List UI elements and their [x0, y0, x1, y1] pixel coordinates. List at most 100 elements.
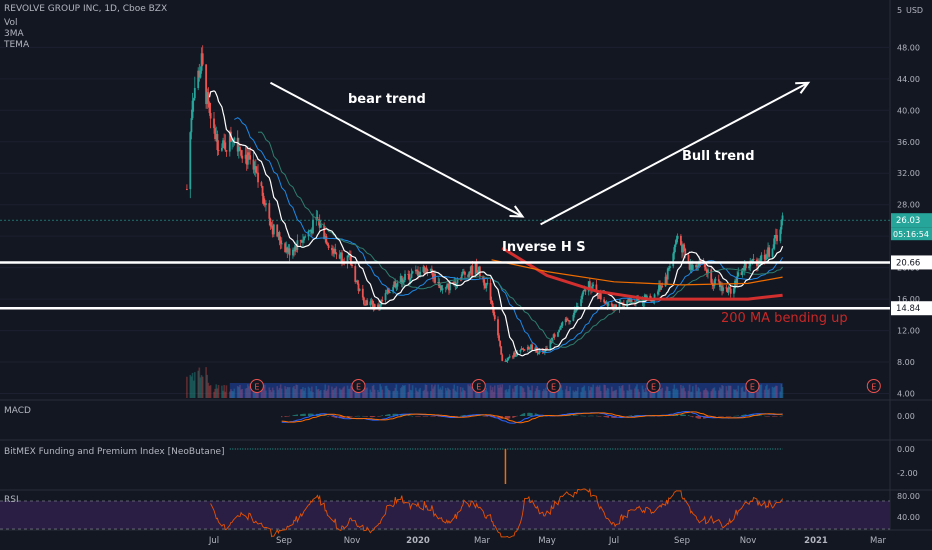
- volume-bar: [294, 388, 296, 398]
- candle-body: [703, 261, 706, 268]
- volume-bar: [260, 387, 263, 398]
- horizontal-levels[interactable]: [0, 219, 890, 310]
- volume-bar: [620, 385, 623, 398]
- volume-bar: [497, 384, 499, 398]
- price-tick-label: 8.00: [897, 358, 915, 367]
- macd-histogram-bar: [431, 416, 433, 417]
- candle-body: [512, 356, 514, 358]
- volume-bar: [567, 391, 569, 398]
- candle-body: [588, 281, 591, 290]
- macd-histogram-bar: [719, 416, 721, 417]
- price-axis[interactable]: 4.008.0012.0016.0020.0024.0028.0032.0036…: [891, 6, 932, 522]
- volume-bar: [741, 386, 744, 398]
- candle-body: [272, 224, 275, 235]
- candle-body: [493, 315, 496, 320]
- macd-histogram-bar: [692, 416, 694, 418]
- volume-bar: [646, 391, 648, 398]
- candle-body: [620, 302, 623, 304]
- volume-bar: [572, 390, 575, 398]
- macd-histogram-bar: [690, 416, 692, 417]
- volume-bar: [288, 387, 291, 398]
- candle-body: [288, 248, 291, 256]
- candle-body: [478, 266, 481, 277]
- macd-histogram-bar: [572, 415, 574, 416]
- volume-bar: [422, 391, 425, 398]
- candle-body: [767, 247, 769, 255]
- volume-bar: [680, 384, 682, 398]
- macd-histogram-bar: [591, 415, 593, 417]
- macd-histogram-bar: [588, 415, 590, 417]
- indicator-3ma-label[interactable]: 3MA: [4, 29, 24, 39]
- macd-histogram-bar: [534, 413, 536, 416]
- candle-body: [327, 245, 330, 248]
- volume-bar: [385, 385, 388, 398]
- candle-body: [603, 299, 606, 303]
- macd-histogram-bar: [460, 415, 462, 417]
- volume-bar: [551, 390, 554, 398]
- macd-histogram-bar: [687, 415, 690, 416]
- macd-histogram-bar: [393, 413, 395, 416]
- volume-bar: [720, 388, 722, 398]
- macd-histogram-bar: [357, 415, 360, 417]
- candle-body: [483, 279, 486, 286]
- macd-histogram-bar: [482, 415, 484, 417]
- macd-histogram-bar: [380, 415, 382, 417]
- volume-bar: [244, 388, 247, 398]
- ma200-line: [501, 246, 783, 301]
- volume-bar: [433, 386, 435, 398]
- time-tick-label: Nov: [740, 536, 757, 546]
- volume-bar: [560, 385, 563, 398]
- inverse-hs-label[interactable]: Inverse H S: [502, 240, 586, 255]
- candle-body: [349, 255, 352, 265]
- macd-histogram-bar: [612, 416, 614, 418]
- candle-body: [455, 283, 458, 286]
- volume-bar: [409, 389, 412, 398]
- macd-histogram-bar: [634, 415, 636, 416]
- volume-bar: [439, 387, 442, 398]
- volume-bar: [689, 391, 692, 398]
- volume-bar: [604, 385, 607, 398]
- macd-histogram-bar: [598, 416, 600, 417]
- rsi-pane-label[interactable]: RSI: [4, 495, 19, 505]
- volume-bar: [672, 388, 675, 398]
- ma200-label[interactable]: 200 MA bending up: [721, 311, 848, 326]
- macd-histogram-bar: [312, 413, 314, 416]
- volume-bar: [668, 391, 670, 398]
- indicator-vol-label[interactable]: Vol: [4, 18, 18, 28]
- macd-histogram-bar: [377, 416, 379, 417]
- macd-histogram-bar: [776, 416, 778, 417]
- indicator-panes: [0, 410, 890, 538]
- volume-bar: [612, 391, 614, 398]
- time-axis[interactable]: Jul Sep Nov 2020 Mar May Jul Sep Nov 2021 Mar: [208, 536, 887, 546]
- macd-pane-label[interactable]: MACD: [4, 406, 31, 416]
- volume-bar: [725, 386, 728, 398]
- volume-bar: [737, 385, 740, 398]
- volume-bar: [372, 384, 375, 398]
- countdown-badge: [891, 227, 932, 241]
- bear-trend-label[interactable]: bear trend: [348, 92, 426, 107]
- volume-bar: [507, 389, 510, 398]
- volume-bar: [734, 389, 736, 398]
- candle-body: [605, 301, 608, 304]
- macd-histogram-bar: [712, 416, 714, 417]
- candle-body: [489, 282, 492, 301]
- bitmex-pane-label[interactable]: BitMEX Funding and Premium Index [NeoBut…: [4, 447, 225, 457]
- trend-arrows[interactable]: [269, 81, 811, 226]
- indicator-tema-label[interactable]: TEMA: [4, 40, 30, 50]
- macd-histogram-bar: [386, 414, 388, 416]
- candle-body: [689, 264, 692, 270]
- volume-bar: [605, 390, 608, 398]
- candle-body: [521, 348, 524, 350]
- volume-bar: [666, 386, 669, 398]
- grid-lines: [0, 46, 890, 394]
- volume-bar: [430, 391, 432, 398]
- volume-bar: [468, 386, 470, 398]
- macd-histogram-bar: [545, 416, 547, 417]
- macd-histogram-bar: [576, 415, 578, 416]
- candle-body: [514, 352, 516, 357]
- bull-trend-label[interactable]: Bull trend: [682, 149, 755, 164]
- volume-bar: [698, 388, 701, 398]
- candle-body: [365, 300, 367, 305]
